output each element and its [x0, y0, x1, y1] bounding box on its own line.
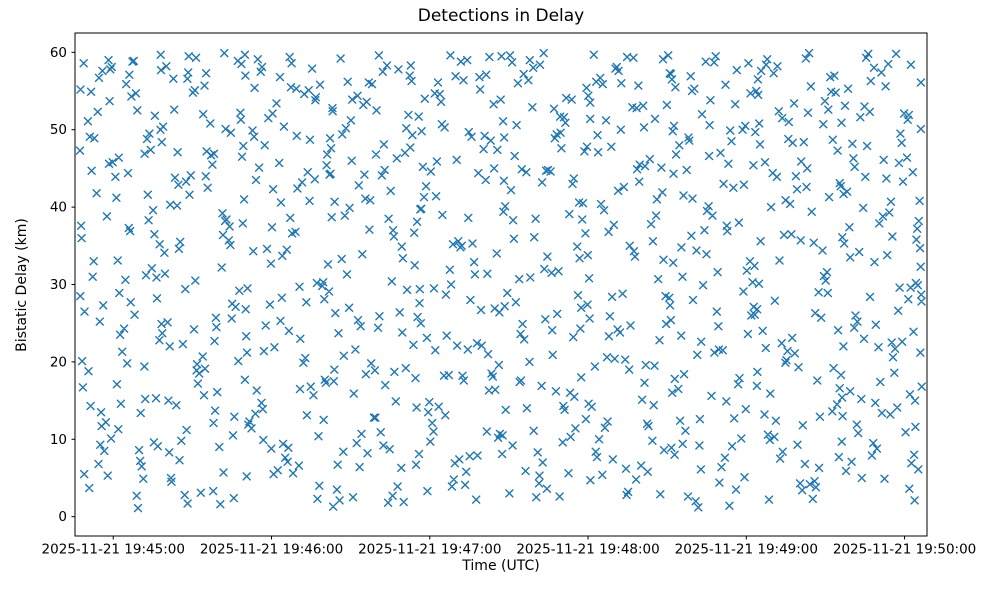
y-tick-label: 60: [50, 45, 67, 61]
plot-border: [74, 32, 928, 537]
chart-title: Detections in Delay: [417, 6, 585, 26]
x-tick-label: 2025-11-21 19:45:00: [42, 542, 185, 558]
x-tick-label: 2025-11-21 19:50:00: [833, 542, 976, 558]
y-tick-label: 40: [50, 200, 67, 216]
y-axis-label: Bistatic Delay (km): [14, 218, 30, 352]
x-axis-label: Time (UTC): [462, 558, 540, 574]
y-tick-label: 30: [50, 277, 67, 293]
y-axis-ticks: 0 10 20 30 40 50 60: [50, 45, 75, 525]
x-tick-label: 2025-11-21 19:46:00: [200, 542, 343, 558]
scatter-points: [75, 48, 926, 513]
y-tick-label: 20: [50, 354, 67, 370]
x-axis-ticks: 2025-11-21 19:45:00 2025-11-21 19:46:00 20…: [42, 536, 976, 558]
scatter-markers: [75, 48, 926, 513]
x-tick-label: 2025-11-21 19:48:00: [516, 542, 659, 558]
y-tick-label: 10: [50, 432, 67, 448]
y-tick-label: 50: [50, 122, 67, 138]
x-tick-label: 2025-11-21 19:49:00: [675, 542, 818, 558]
y-tick-label: 0: [58, 509, 67, 525]
plot-spines: [74, 32, 928, 537]
x-tick-label: 2025-11-21 19:47:00: [358, 542, 501, 558]
